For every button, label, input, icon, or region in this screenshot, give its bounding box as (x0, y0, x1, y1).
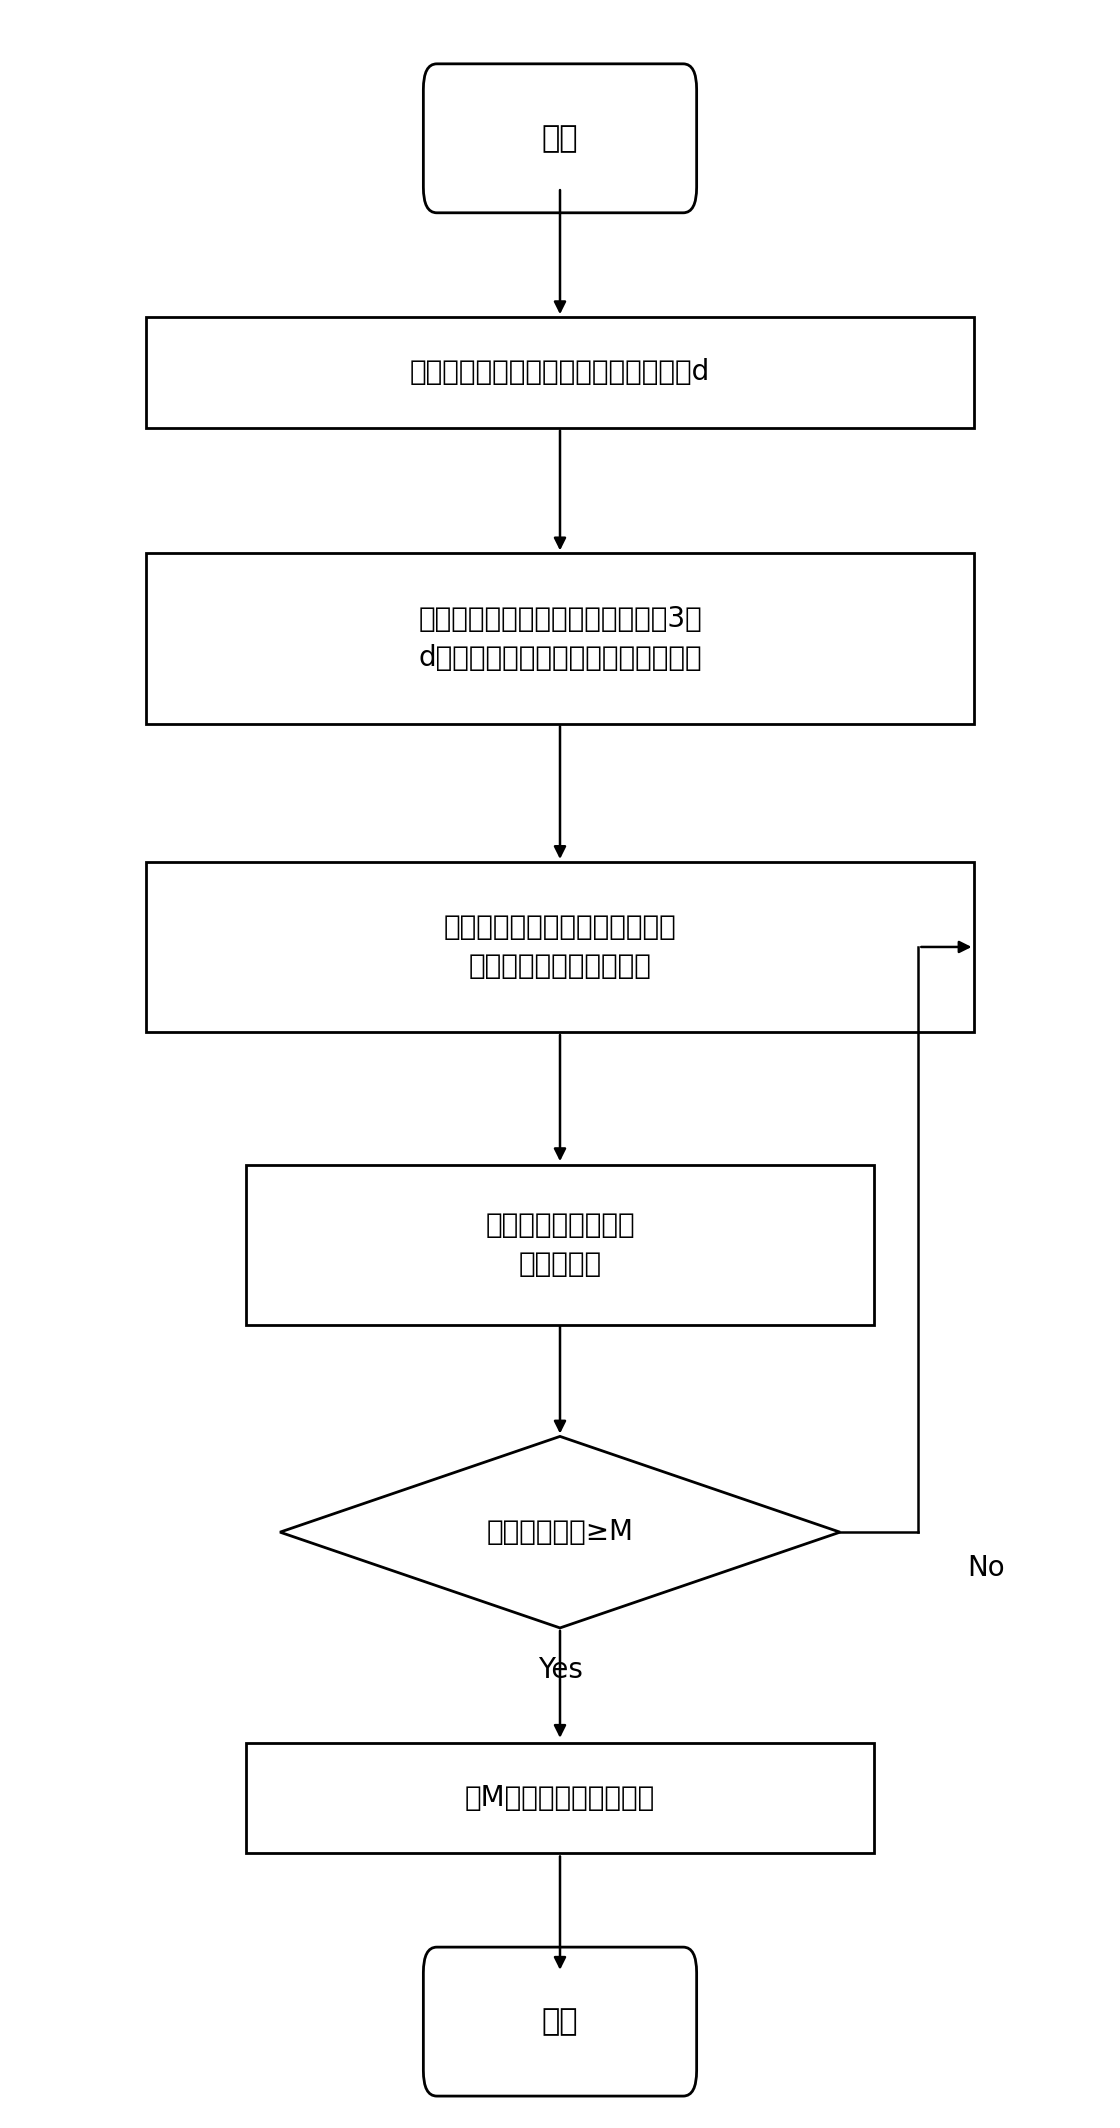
FancyBboxPatch shape (423, 64, 697, 213)
Text: 将M个坐标进行加权融合: 将M个坐标进行加权融合 (465, 1783, 655, 1813)
Text: 结束: 结束 (542, 2007, 578, 2036)
Text: 开始: 开始 (542, 123, 578, 153)
Text: 计算坐标、未知节点与信标节点
的距离、未知节点的位置: 计算坐标、未知节点与信标节点 的距离、未知节点的位置 (444, 913, 676, 981)
FancyBboxPatch shape (423, 1947, 697, 2096)
Bar (246, 1743, 874, 1853)
Text: 将距离值从小到大排序，依次选取3个
d值对应的信标节点组成一个定位单元: 将距离值从小到大排序，依次选取3个 d值对应的信标节点组成一个定位单元 (418, 604, 702, 672)
Text: Yes: Yes (538, 1656, 582, 1685)
Text: No: No (967, 1553, 1005, 1583)
Bar (146, 862, 974, 1032)
Text: 计算坐标的重心权值
和距离权重: 计算坐标的重心权值 和距离权重 (485, 1211, 635, 1279)
Bar (146, 553, 974, 724)
Text: 信号值通过传输损耗模型得到相应距离d: 信号值通过传输损耗模型得到相应距离d (410, 358, 710, 387)
Polygon shape (280, 1436, 840, 1628)
Bar (146, 317, 974, 428)
Bar (246, 1166, 874, 1324)
Text: 定位单元个数≥M: 定位单元个数≥M (486, 1517, 634, 1547)
